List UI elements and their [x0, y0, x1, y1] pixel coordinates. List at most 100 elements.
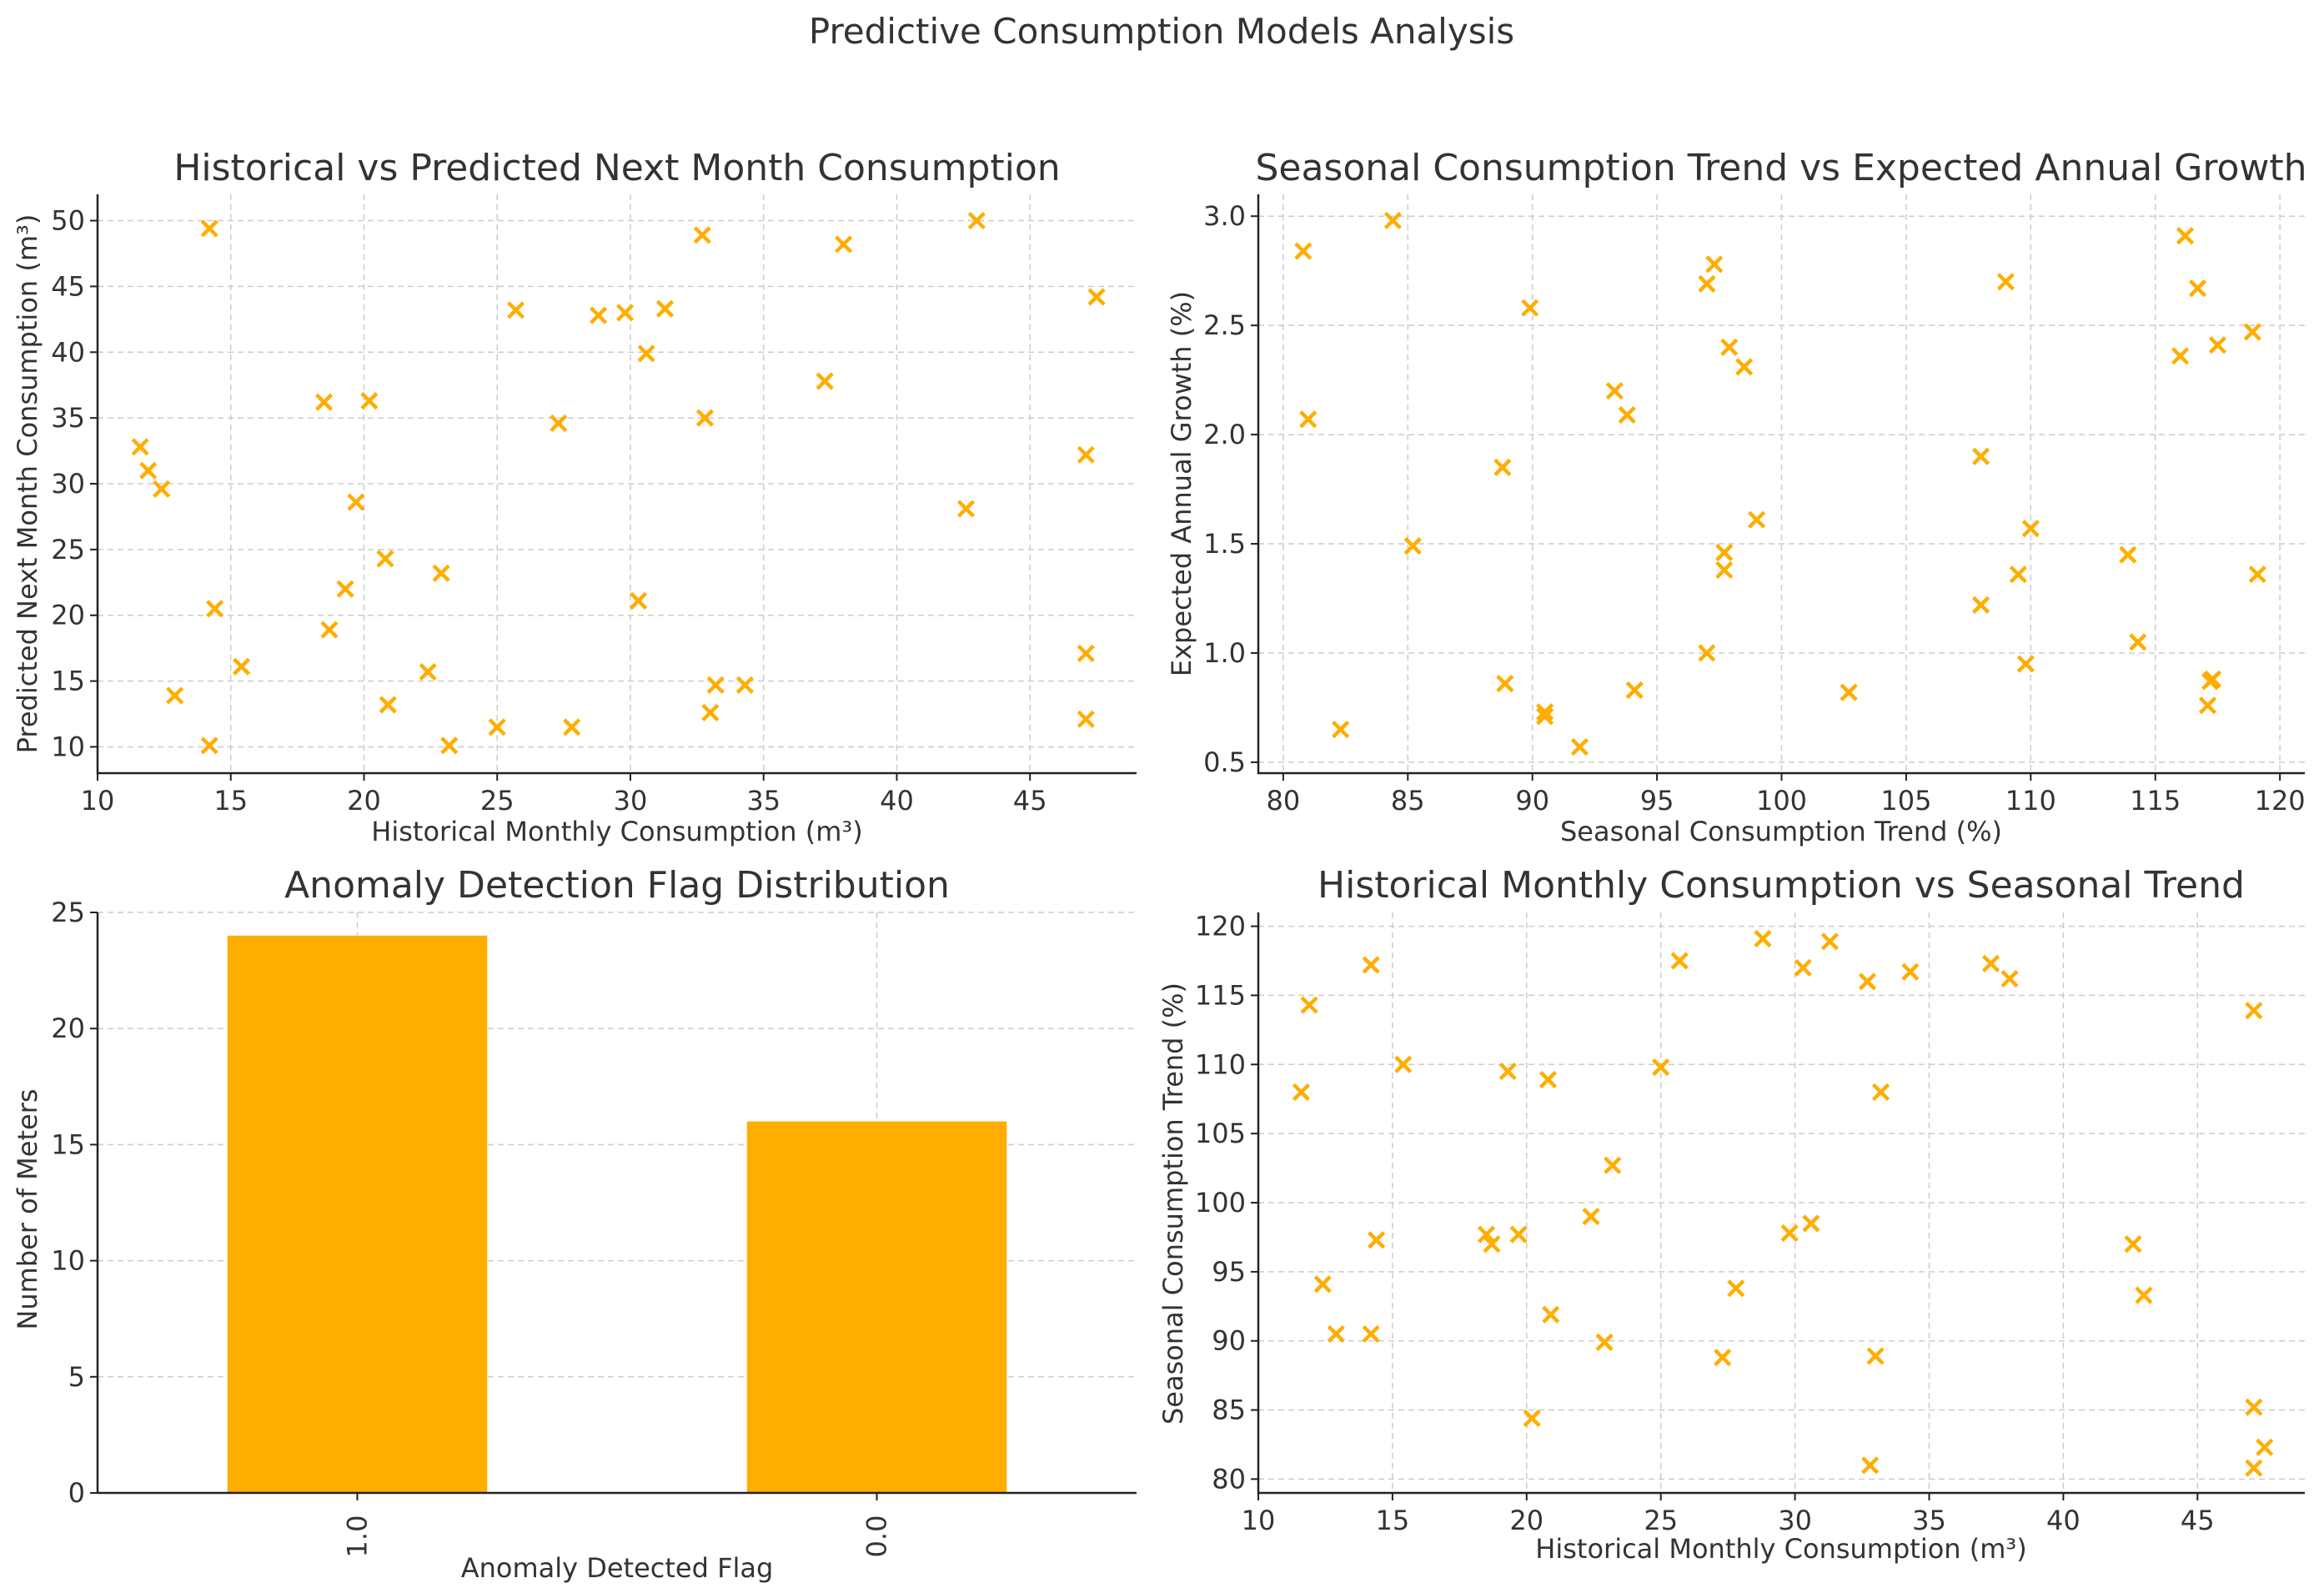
p2-title: Seasonal Consumption Trend vs Expected A…: [1255, 147, 2306, 189]
p1-point-19: [507, 301, 525, 319]
p4-point-1: [1300, 996, 1318, 1014]
p4-point-0: [1292, 1083, 1311, 1102]
p1-point-35: [967, 211, 986, 230]
p1-point-24: [629, 591, 648, 610]
p1-point-2: [153, 480, 171, 498]
p2-point-34: [2198, 696, 2217, 715]
p2-xtick-label: 80: [1267, 785, 1301, 817]
p2-point-29: [2119, 545, 2137, 564]
p2-point-27: [2016, 655, 2035, 673]
p2-point-32: [2176, 227, 2195, 245]
p1-point-29: [701, 703, 720, 722]
p4-point-16: [1595, 1333, 1614, 1351]
p4-ytick-label: 120: [1195, 911, 1246, 942]
p1-point-16: [432, 564, 450, 582]
p2-point-13: [1625, 681, 1644, 700]
p1-ytick-label: 40: [51, 336, 85, 368]
p4-xtick-label: 25: [1644, 1505, 1678, 1536]
p2-point-24: [1971, 595, 1990, 614]
p1-point-27: [693, 226, 711, 244]
p2-point-20: [1735, 358, 1754, 376]
p1-ytick-label: 20: [51, 600, 85, 631]
p2-point-17: [1715, 543, 1734, 562]
p2-point-3: [1383, 211, 1402, 230]
p4-point-25: [1802, 1214, 1820, 1233]
p1-point-23: [615, 304, 635, 322]
p2-xtick-label: 90: [1515, 785, 1549, 817]
p1-point-34: [956, 500, 976, 518]
p2-xlabel: Seasonal Consumption Trend (%): [1560, 816, 2002, 847]
p3-ytick-label: 15: [51, 1128, 85, 1160]
figure-suptitle: Predictive Consumption Models Analysis: [809, 11, 1514, 52]
p4-point-24: [1794, 958, 1812, 977]
p4-xtick-label: 30: [1778, 1505, 1812, 1536]
p4-point-17: [1604, 1156, 1622, 1174]
p2-point-8: [1536, 703, 1554, 721]
p2-point-39: [2248, 565, 2266, 584]
p1-point-9: [320, 621, 339, 639]
p4-ytick-label: 80: [1212, 1463, 1246, 1495]
p1-point-28: [695, 409, 715, 427]
p1-title: Historical vs Predicted Next Month Consu…: [173, 147, 1060, 189]
p2-point-12: [1618, 405, 1636, 425]
p4-point-27: [1858, 972, 1877, 991]
p2-ytick-label: 1.5: [1203, 528, 1246, 560]
p1-point-17: [440, 736, 459, 755]
p1-point-31: [735, 676, 754, 694]
p3-bar-0.0: [746, 1121, 1007, 1493]
p1-point-21: [563, 718, 581, 736]
p2-ytick-label: 2.5: [1203, 309, 1246, 341]
p4-point-29: [1866, 1347, 1885, 1365]
p1-point-8: [314, 393, 334, 411]
p1-xtick-label: 35: [746, 785, 781, 817]
p4-ytick-label: 95: [1212, 1256, 1246, 1288]
p2-ytick-label: 0.5: [1203, 746, 1246, 778]
p1-point-30: [706, 676, 725, 694]
p2-point-19: [1720, 338, 1739, 356]
p1-ytick-label: 10: [51, 731, 85, 762]
p4-point-14: [1542, 1305, 1560, 1324]
panel-historical-vs-predicted: Historical vs Predicted Next Month Consu…: [12, 147, 1137, 847]
p1-point-12: [360, 392, 379, 410]
p3-ytick-label: 25: [51, 897, 85, 928]
p3-xtick-label: 1.0: [342, 1515, 374, 1558]
p4-ytick-label: 105: [1195, 1118, 1246, 1149]
p4-point-7: [1394, 1055, 1413, 1073]
p2-point-18: [1715, 560, 1734, 580]
p2-point-31: [2171, 347, 2190, 365]
p1-point-25: [637, 344, 655, 363]
p4-point-32: [1981, 954, 2000, 972]
p1-point-38: [1077, 710, 1095, 728]
p3-xtick-label: 0.0: [861, 1515, 893, 1558]
p1-xlabel: Historical Monthly Consumption (m³): [371, 816, 862, 847]
p1-xtick-label: 30: [614, 785, 648, 817]
p2-point-25: [1996, 273, 2015, 291]
p2-point-38: [2243, 323, 2261, 341]
p1-ytick-label: 50: [51, 205, 85, 237]
p2-point-7: [1521, 299, 1539, 317]
p1-point-26: [655, 299, 675, 318]
p1-point-11: [347, 493, 365, 511]
p4-point-9: [1483, 1235, 1501, 1254]
p4-point-6: [1367, 1231, 1386, 1249]
p4-point-33: [2000, 969, 2019, 988]
p2-point-6: [1496, 675, 1514, 693]
p4-xtick-label: 35: [1912, 1505, 1946, 1536]
p4-point-4: [1362, 956, 1380, 974]
p4-point-2: [1313, 1275, 1332, 1294]
p1-point-22: [590, 306, 608, 324]
p3-ytick-label: 10: [51, 1245, 85, 1277]
p1-point-6: [205, 600, 224, 618]
p2-xtick-label: 100: [1756, 785, 1807, 817]
p4-point-13: [1538, 1070, 1558, 1089]
p3-ytick-label: 20: [51, 1013, 85, 1044]
p4-point-37: [2245, 1398, 2263, 1416]
p1-point-1: [139, 461, 158, 480]
p4-point-18: [1652, 1058, 1670, 1077]
p2-point-22: [1840, 683, 1858, 701]
p2-point-21: [1748, 510, 1766, 529]
p2-xtick-label: 105: [1880, 785, 1931, 817]
p1-point-36: [1077, 445, 1095, 464]
p2-xtick-label: 115: [2130, 785, 2181, 817]
